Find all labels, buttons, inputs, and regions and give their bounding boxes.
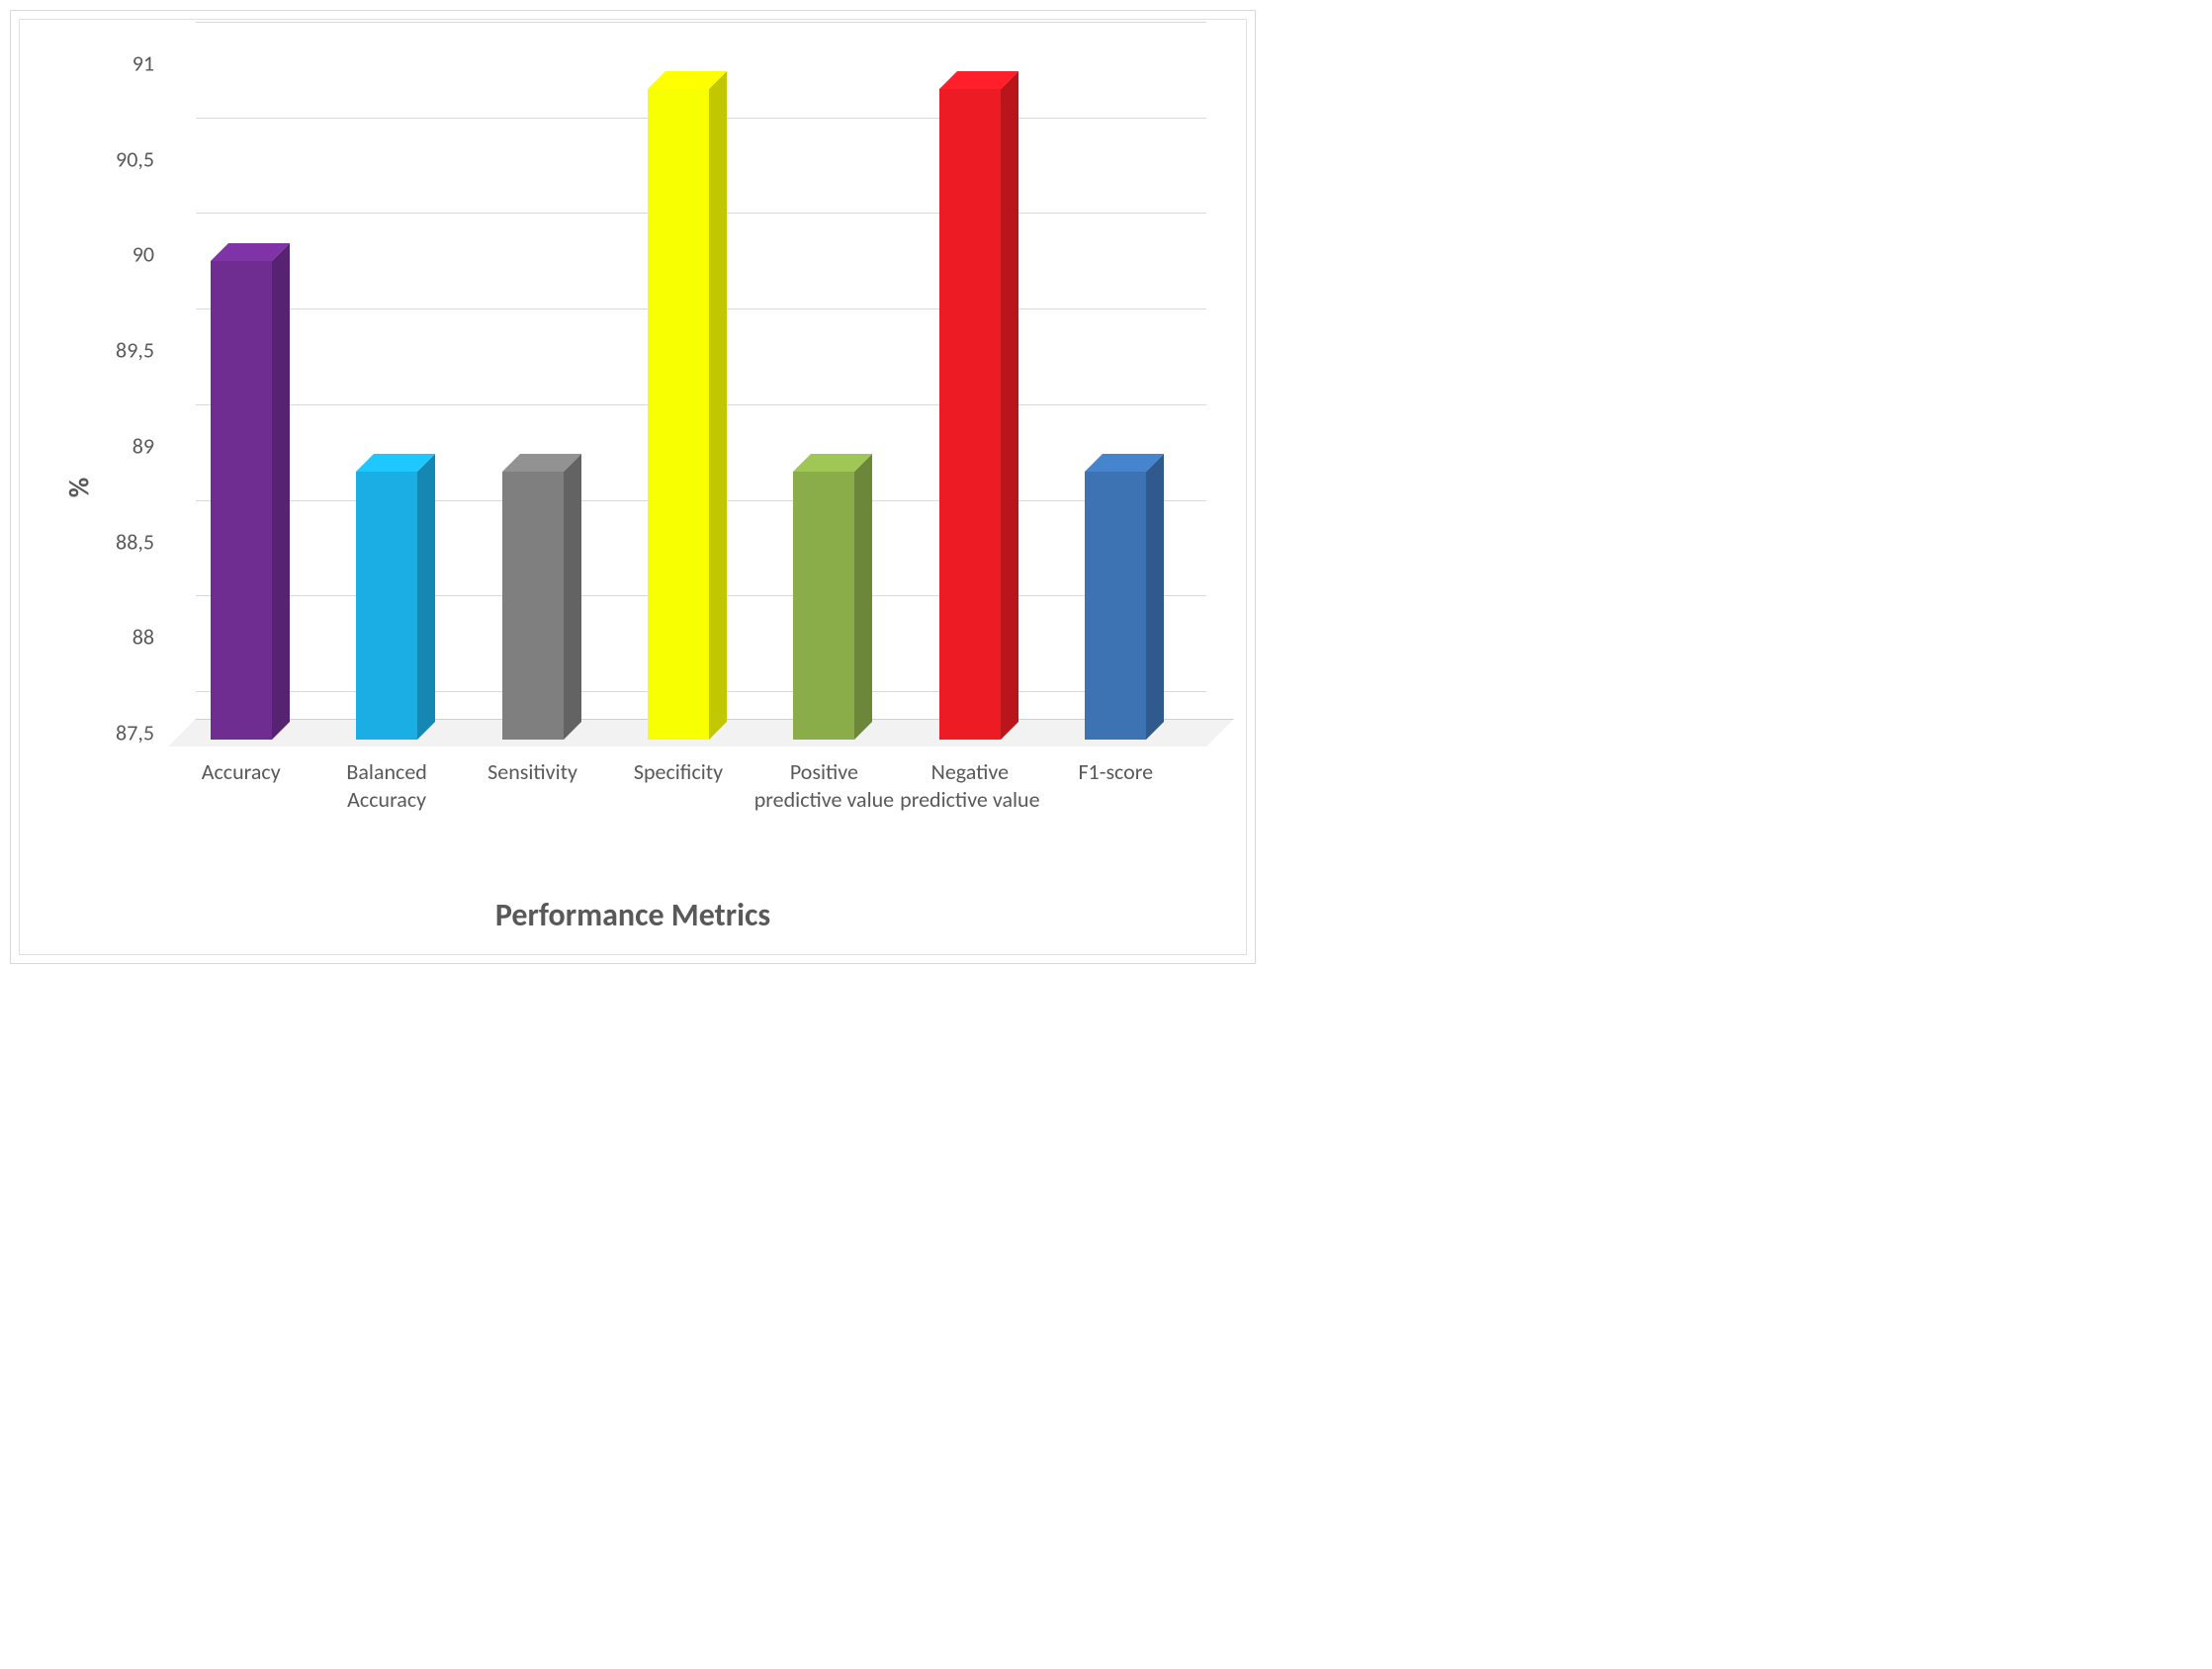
x-tick-label: Negative predictive value <box>896 758 1044 813</box>
bar-side <box>564 454 581 740</box>
bars-layer <box>168 49 1206 747</box>
y-tick-label: 90 <box>133 241 154 268</box>
y-tick-label: 89 <box>133 432 154 459</box>
bar <box>356 472 417 740</box>
bar-side <box>417 454 435 740</box>
bar-front <box>211 261 272 740</box>
bar <box>1085 472 1146 740</box>
y-tick-label: 90,5 <box>116 145 154 172</box>
y-tick-label: 91 <box>133 50 154 77</box>
y-tick-label: 89,5 <box>116 337 154 364</box>
bar-front <box>648 89 709 740</box>
x-tick-label: Balanced Accuracy <box>312 758 461 813</box>
y-tick-label: 88,5 <box>116 528 154 555</box>
bar-side <box>854 454 872 740</box>
bar <box>648 89 709 740</box>
bar-side <box>1001 71 1018 740</box>
x-tick-label: Specificity <box>604 758 752 786</box>
x-tick-label: Sensitivity <box>459 758 607 786</box>
bar-front <box>356 472 417 740</box>
bar <box>502 472 564 740</box>
y-tick-label: 88 <box>133 624 154 651</box>
chart-outer-frame: % 87,58888,58989,59090,591 AccuracyBalan… <box>10 10 1256 964</box>
bar <box>793 472 854 740</box>
bar-side <box>1146 454 1164 740</box>
x-tick-label: Positive predictive value <box>750 758 898 813</box>
bar-front <box>939 89 1001 740</box>
x-axis-label: Performance Metrics <box>495 896 770 934</box>
gridline <box>196 22 1206 23</box>
plot-area: 87,58888,58989,59090,591 AccuracyBalance… <box>168 49 1206 747</box>
y-tick-label: 87,5 <box>116 720 154 747</box>
bar-side <box>709 71 727 740</box>
y-axis-label: % <box>62 477 97 496</box>
bar-front <box>1085 472 1146 740</box>
x-tick-label: F1-score <box>1041 758 1190 786</box>
bar-front <box>502 472 564 740</box>
bar <box>939 89 1001 740</box>
bar <box>211 261 272 740</box>
bar-front <box>793 472 854 740</box>
x-tick-label: Accuracy <box>167 758 315 786</box>
chart-inner-frame: % 87,58888,58989,59090,591 AccuracyBalan… <box>19 19 1247 955</box>
bar-side <box>272 243 290 740</box>
